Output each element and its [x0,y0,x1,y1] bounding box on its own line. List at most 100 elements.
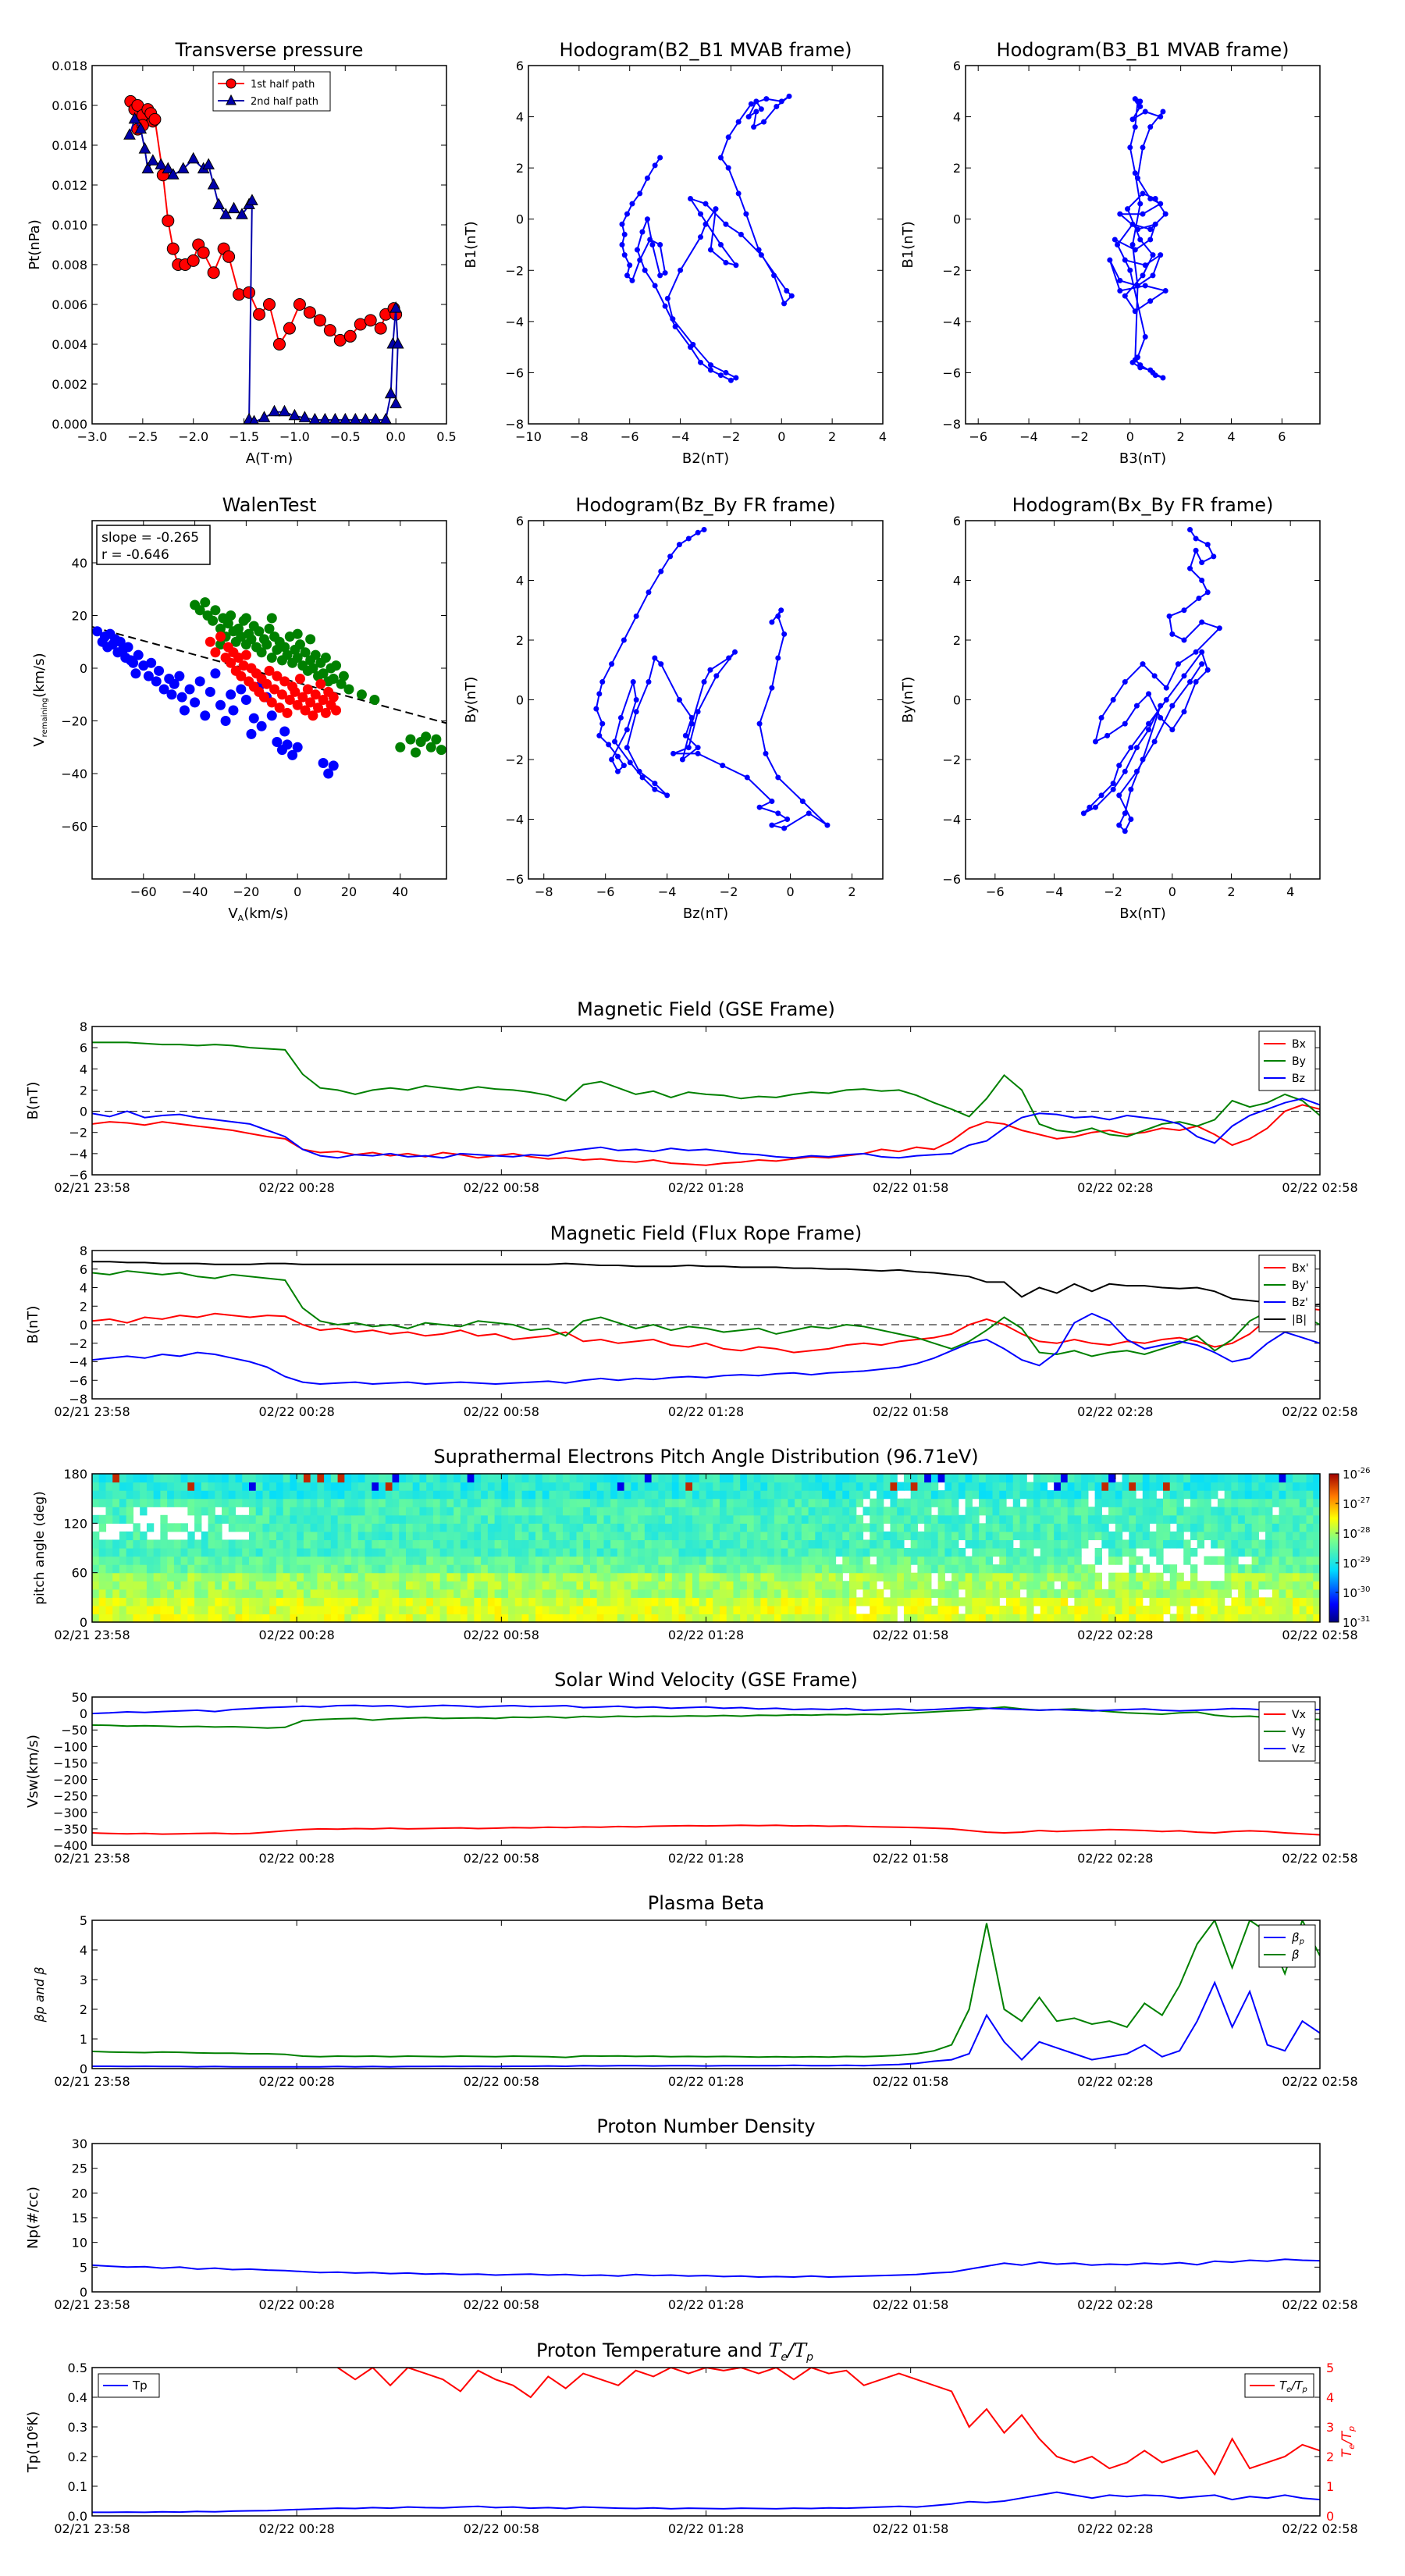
plot-frame [528,65,884,425]
heatmap-cell [222,1589,229,1598]
heatmap-cell [569,1498,578,1507]
data-point [205,636,215,647]
heatmap-cell [815,1498,823,1507]
heatmap-cell [1231,1581,1239,1590]
heatmap-cell [153,1597,161,1606]
heatmap-cell [1231,1531,1239,1541]
heatmap-cell [454,1514,461,1524]
heatmap-cell [671,1523,680,1532]
heatmap-cell [222,1507,229,1516]
data-point [679,756,685,763]
heatmap-cell [283,1597,291,1606]
heatmap-cell [194,1564,202,1574]
y-tick-label: −8 [942,417,961,432]
heatmap-cell [808,1523,816,1532]
y-tick-label: 4 [80,1281,87,1296]
heatmap-cell [481,1531,489,1541]
x-tick-label: 02/22 01:58 [873,2521,948,2536]
heatmap-cell [1026,1523,1034,1532]
heatmap-cell [979,1572,987,1582]
heatmap-cell [678,1507,686,1516]
heatmap-cell [1251,1548,1259,1557]
heatmap-cell [446,1514,454,1524]
heatmap-cell [1306,1498,1314,1507]
heatmap-cell [863,1572,870,1582]
heatmap-cell [713,1597,720,1606]
heatmap-cell [1142,1605,1151,1615]
data-point [200,597,211,608]
heatmap-cell [432,1556,441,1565]
heatmap-cell [1306,1482,1314,1491]
heatmap-cell [385,1498,393,1507]
heatmap-cell [173,1597,182,1606]
data-point [263,298,276,311]
heatmap-cell [801,1507,809,1516]
heatmap-cell [788,1564,795,1574]
heatmap-cell [365,1482,372,1491]
heatmap-cell [357,1514,366,1524]
heatmap-cell [883,1531,891,1541]
heatmap-cell [446,1597,454,1606]
y-tick-label-right: 0 [1326,2509,1334,2524]
heatmap-cell [713,1507,720,1516]
heatmap-cell [1293,1564,1300,1574]
data-point [249,415,259,424]
heatmap-cell [372,1572,379,1582]
heatmap-cell [603,1605,611,1615]
heatmap-cell [501,1474,509,1483]
heatmap-cell [596,1482,605,1491]
data-point [1122,828,1128,834]
heatmap-cell [890,1498,898,1507]
heatmap-cell [351,1490,359,1500]
heatmap-cell [521,1498,529,1507]
heatmap-cell [1190,1498,1198,1507]
heatmap-cell [514,1589,523,1598]
heatmap-cell [1136,1605,1144,1615]
heatmap-cell [665,1589,673,1598]
data-point [292,742,303,753]
data-point [236,208,248,219]
heatmap-cell [767,1514,775,1524]
heatmap-cell [624,1507,631,1516]
data-point [431,734,442,745]
heatmap-cell [255,1597,264,1606]
heatmap-cell [1244,1507,1253,1516]
heatmap-cell [549,1589,557,1598]
heatmap-cell [119,1474,127,1483]
heatmap-cell [1019,1548,1027,1557]
heatmap-cell [855,1581,864,1590]
heatmap-cell [1040,1581,1048,1590]
heatmap-cell [1074,1605,1082,1615]
colorbar-tick-exp: -29 [1357,1556,1370,1564]
data-point [1133,768,1140,774]
heatmap-cell [290,1589,297,1598]
heatmap-cell [379,1531,386,1541]
heatmap-cell [795,1589,802,1598]
heatmap-cell [651,1605,659,1615]
data-point [1199,619,1205,625]
data-point [1175,661,1181,667]
heatmap-cell [201,1605,209,1615]
heatmap-cell [651,1589,659,1598]
heatmap-cell [535,1498,543,1507]
heatmap-cell [828,1589,837,1598]
heatmap-cell [1183,1589,1191,1598]
heatmap-cell [713,1490,720,1500]
heatmap-cell [992,1482,1000,1491]
heatmap-cell [215,1539,222,1549]
heatmap-cell [112,1498,120,1507]
heatmap-cell [713,1589,720,1598]
heatmap-cell [589,1514,598,1524]
heatmap-cell [542,1474,550,1483]
data-point [799,799,806,805]
heatmap-cell [474,1572,482,1582]
heatmap-cell [583,1589,591,1598]
heatmap-cell [1313,1482,1321,1491]
heatmap-cell [228,1474,237,1483]
heatmap-cell [344,1556,352,1565]
heatmap-cell [187,1490,195,1500]
y-tick-label: 0.012 [52,178,87,193]
heatmap-cell [644,1548,653,1557]
heatmap-cell [726,1507,735,1516]
heatmap-cell [556,1539,564,1549]
